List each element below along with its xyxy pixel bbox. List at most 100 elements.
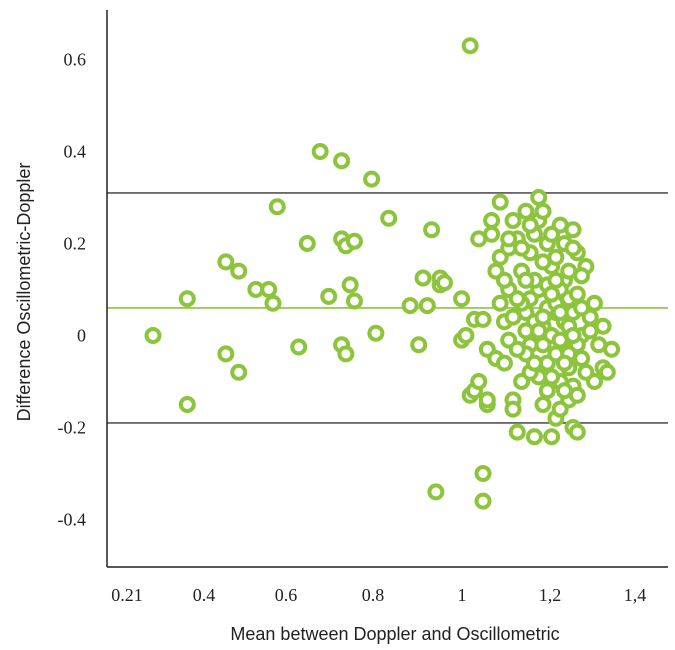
data-point [217,345,235,363]
x-tick-label: 0.21 [111,585,143,605]
data-point [401,297,419,315]
data-point [543,368,561,386]
data-point [564,327,582,344]
data-point [577,363,595,381]
data-point [517,202,535,220]
data-point [478,391,496,409]
data-point [345,232,363,250]
data-point [543,428,561,446]
data-point [534,336,552,354]
data-point [298,235,316,252]
y-tick-label: 0.2 [64,234,87,254]
data-point [260,281,278,298]
data-point [504,212,522,229]
data-point [217,253,235,271]
data-point [543,285,561,303]
data-point [500,230,518,248]
data-point [363,170,381,188]
y-tick-label: -0.4 [58,510,87,530]
data-point [504,400,522,418]
data-point [290,338,308,356]
data-point [333,152,351,170]
data-point [461,37,479,55]
data-point [423,221,441,239]
data-point [564,221,582,239]
data-point [568,285,586,303]
y-axis-title: Difference Oscillometric-Doppler [14,163,34,422]
y-tick-labels: 0.6 0.4 0.2 0 -0.2 -0.4 [58,50,87,530]
data-point [230,262,248,280]
data-point [508,290,526,308]
data-point [178,396,196,413]
data-point [573,299,591,317]
x-tick-labels: 0.21 0.4 0.6 0.8 1 1,2 1,4 [111,585,646,605]
x-tick-label: 0.8 [362,585,385,605]
x-tick-label: 1 [458,585,467,605]
data-point [483,225,501,243]
data-point [530,189,548,206]
data-points [144,37,621,510]
data-point [410,336,428,354]
data-point [483,212,501,229]
data-point [551,304,569,321]
data-point [495,354,513,372]
data-point [534,396,552,413]
data-point [551,400,569,418]
x-tick-label: 1,4 [624,585,647,605]
data-point [568,386,586,404]
data-point [547,248,565,266]
data-point [555,354,573,372]
data-point [427,483,445,501]
data-point [603,340,621,358]
data-point [418,297,436,315]
data-point [573,267,591,285]
data-point [453,290,471,308]
data-point [568,423,586,441]
data-point [564,239,582,257]
data-point [525,428,543,446]
data-point [517,322,535,340]
data-point [341,276,359,294]
data-point [504,308,522,326]
data-point [598,363,616,381]
axes [106,10,668,568]
data-point [474,310,492,328]
data-point [543,225,561,243]
data-point [311,143,329,160]
data-point [268,198,286,216]
data-point [367,324,385,342]
x-tick-label: 0.6 [275,585,298,605]
data-point [264,294,282,312]
data-point [414,269,432,287]
y-tick-label: 0 [77,326,86,346]
data-point [474,492,492,510]
y-tick-label: -0.2 [58,418,87,438]
data-point [337,345,355,363]
data-point [534,202,552,220]
x-axis-title: Mean between Doppler and Oscillometric [230,624,559,644]
data-point [491,294,509,312]
x-tick-label: 0.4 [193,585,216,605]
data-point [144,327,162,344]
y-tick-label: 0.4 [64,142,87,162]
data-point [547,271,565,289]
data-point [525,354,543,372]
data-point [534,308,552,326]
data-point [495,271,513,289]
data-point [470,373,488,390]
data-point [380,209,398,227]
data-point [345,292,363,310]
data-point [457,327,475,344]
data-point [521,216,539,234]
data-point [230,363,248,381]
data-point [320,287,338,305]
data-point [474,465,492,482]
data-point [581,322,599,340]
data-point [508,423,526,441]
data-point [538,382,556,400]
data-point [517,271,535,289]
data-point [491,193,509,211]
y-tick-label: 0.6 [64,50,87,70]
data-point [178,290,196,308]
